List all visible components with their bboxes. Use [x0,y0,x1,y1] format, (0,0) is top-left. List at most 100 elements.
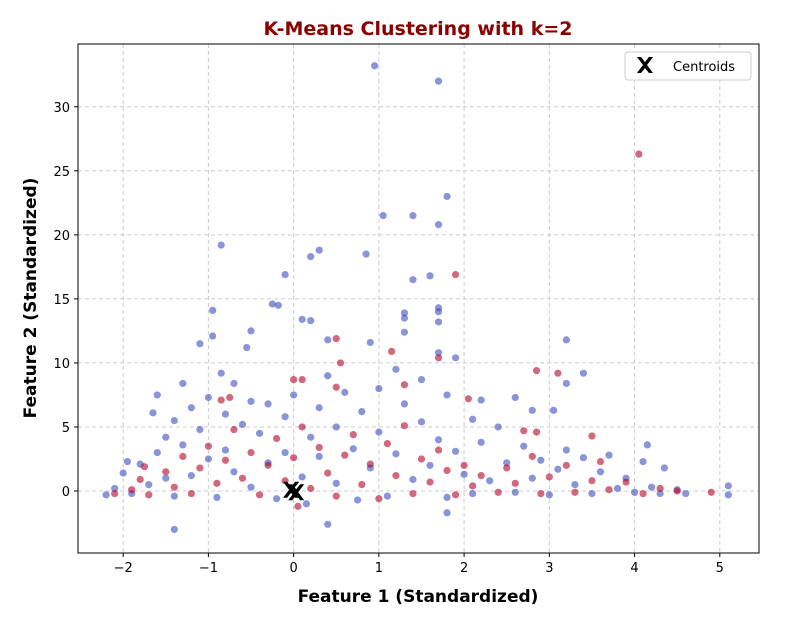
data-point-cluster-0 [724,482,732,490]
data-point-cluster-0 [562,336,570,344]
data-point-cluster-0 [213,493,221,502]
data-point-cluster-0 [332,423,340,431]
data-point-cluster-1 [554,369,562,377]
centroid-marker [288,484,305,501]
data-point-cluster-0 [209,306,217,315]
data-point-cluster-1 [392,472,400,480]
data-point-cluster-1 [196,464,204,472]
data-point-cluster-1 [571,488,579,496]
data-point-cluster-0 [537,456,545,464]
data-point-cluster-0 [281,270,289,279]
data-points [102,62,732,534]
data-point-cluster-1 [451,270,460,279]
data-point-cluster-1 [307,484,315,493]
data-point-cluster-0 [221,410,230,418]
data-point-cluster-1 [434,354,443,362]
data-point-cluster-0 [554,465,562,473]
data-point-cluster-1 [349,431,357,439]
data-point-cluster-0 [366,338,374,347]
data-point-cluster-0 [307,317,315,325]
data-point-cluster-1 [532,428,541,436]
data-point-cluster-0 [324,372,332,380]
data-point-cluster-0 [349,445,357,453]
data-point-cluster-0 [383,492,391,500]
data-point-cluster-1 [226,393,234,402]
data-point-cluster-0 [170,416,178,425]
data-point-cluster-0 [426,272,434,280]
data-point-cluster-0 [362,250,370,258]
data-point-cluster-0 [571,481,579,489]
data-point-cluster-0 [392,450,400,458]
data-point-cluster-0 [443,391,451,399]
data-point-cluster-0 [596,468,605,476]
data-point-cluster-0 [409,212,417,220]
grid [78,44,759,553]
data-point-cluster-0 [281,448,289,457]
data-point-cluster-1 [605,486,613,494]
data-point-cluster-0 [170,492,178,500]
data-point-cluster-0 [400,328,409,336]
data-point-cluster-0 [511,393,519,402]
data-point-cluster-0 [639,457,647,466]
x-tick-label: −2 [114,561,133,576]
data-point-cluster-1 [532,367,541,375]
x-tick-label: 3 [545,561,553,576]
data-point-cluster-0 [264,400,272,408]
data-point-cluster-0 [643,441,651,449]
data-point-cluster-0 [417,375,426,384]
data-point-cluster-1 [332,383,340,391]
x-tick-label: 4 [630,561,638,576]
data-point-cluster-1 [221,456,230,464]
data-point-cluster-0 [230,468,238,476]
data-point-cluster-0 [443,509,451,517]
data-point-cluster-1 [673,487,681,495]
y-tick-label: 0 [62,485,70,500]
data-point-cluster-1 [332,492,340,500]
data-point-cluster-0 [528,474,536,482]
data-point-cluster-0 [217,369,225,377]
data-point-cluster-1 [511,479,519,487]
data-point-cluster-1 [537,489,545,498]
y-tick-label: 5 [62,421,70,436]
data-point-cluster-1 [128,486,136,494]
data-point-cluster-0 [153,391,161,399]
data-point-cluster-1 [588,477,596,485]
data-point-cluster-0 [243,343,251,352]
data-point-cluster-0 [434,318,443,326]
data-point-cluster-1 [434,446,443,454]
data-point-cluster-1 [417,455,426,463]
data-point-cluster-1 [294,502,302,510]
data-point-cluster-0 [545,491,553,499]
data-point-cluster-1 [145,491,153,499]
data-point-cluster-1 [451,491,460,499]
data-point-cluster-0 [149,409,157,417]
data-point-cluster-0 [682,489,690,498]
data-point-cluster-1 [545,473,553,481]
data-point-cluster-1 [464,395,472,403]
data-point-cluster-1 [443,466,451,475]
data-point-cluster-0 [255,429,264,437]
data-point-cluster-1 [187,489,195,498]
data-point-cluster-0 [486,477,494,485]
data-point-cluster-1 [315,443,323,452]
data-point-cluster-0 [426,461,434,469]
data-point-cluster-0 [162,474,170,482]
data-point-cluster-0 [324,520,332,528]
data-point-cluster-0 [460,470,468,478]
x-tick-label: 2 [460,561,468,576]
data-point-cluster-0 [477,396,485,404]
data-point-cluster-1 [272,434,281,443]
data-point-cluster-0 [217,241,225,249]
data-point-cluster-0 [358,407,366,416]
data-point-cluster-0 [272,495,281,503]
data-point-cluster-1 [639,489,647,498]
data-point-cluster-1 [400,422,409,430]
y-tick-label: 20 [53,229,70,244]
data-point-cluster-1 [635,150,643,158]
data-point-cluster-0 [315,246,323,254]
data-point-cluster-0 [153,448,161,457]
data-point-cluster-0 [102,491,110,499]
data-point-cluster-0 [196,340,204,348]
data-point-cluster-0 [204,393,213,402]
legend-label-centroids: Centroids [673,60,735,75]
